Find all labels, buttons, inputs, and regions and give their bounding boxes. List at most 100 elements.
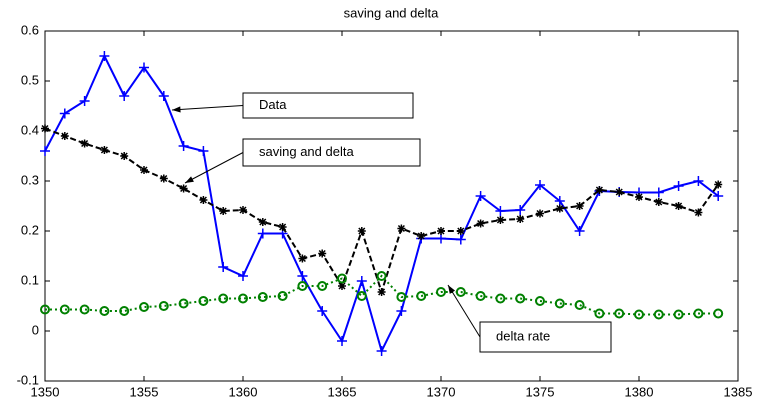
marker	[673, 309, 684, 320]
annotation-box	[479, 321, 612, 353]
annotation-arrowhead	[185, 176, 194, 183]
marker	[654, 198, 663, 206]
marker	[79, 96, 90, 106]
y-tick-label: 0.5	[21, 72, 39, 87]
y-tick-label: -0.1	[17, 372, 39, 387]
marker	[158, 301, 169, 311]
marker	[396, 292, 407, 302]
marker	[140, 166, 148, 174]
annotation-arrowhead	[448, 285, 456, 294]
marker	[456, 227, 465, 235]
marker	[495, 206, 506, 216]
marker	[515, 205, 526, 215]
marker	[119, 306, 130, 316]
marker	[139, 302, 149, 312]
annotation-arrow	[447, 284, 481, 338]
marker	[100, 146, 109, 154]
chart-title: saving and delta	[344, 5, 439, 20]
marker	[317, 281, 328, 291]
marker	[59, 304, 70, 315]
series-line	[45, 274, 719, 316]
x-tick-label: 1360	[229, 384, 258, 399]
annotation-arrowhead	[172, 106, 181, 113]
marker	[475, 291, 486, 301]
annotation: delta rate	[447, 284, 612, 353]
marker	[158, 91, 169, 101]
annotation-box	[242, 138, 421, 167]
marker	[198, 296, 209, 306]
marker	[713, 308, 724, 319]
marker	[376, 271, 387, 281]
x-tick-label: 1365	[328, 384, 357, 399]
annotation-arrow	[184, 152, 244, 184]
marker	[258, 218, 267, 226]
series	[40, 271, 724, 320]
marker	[653, 309, 664, 320]
marker	[614, 308, 625, 319]
annotation-arrow	[171, 105, 244, 111]
marker	[318, 249, 327, 258]
annotation-text: Data	[259, 97, 287, 112]
marker	[60, 132, 69, 140]
marker	[595, 186, 604, 194]
x-tick-label: 1350	[31, 384, 60, 399]
marker	[218, 262, 229, 272]
marker	[693, 308, 704, 319]
marker	[714, 180, 723, 189]
marker	[298, 254, 307, 263]
marker	[437, 227, 445, 235]
marker	[139, 62, 149, 73]
marker	[356, 276, 367, 286]
marker	[40, 146, 50, 156]
marker	[693, 176, 704, 186]
marker	[673, 181, 684, 191]
marker	[376, 346, 387, 356]
marker	[713, 191, 724, 201]
marker	[496, 216, 505, 224]
marker	[476, 219, 485, 228]
y-tick-label: 0.6	[21, 22, 39, 37]
marker	[417, 232, 426, 240]
marker	[495, 293, 506, 304]
marker	[257, 228, 268, 239]
marker	[80, 139, 89, 148]
x-tick-label: 1380	[625, 384, 654, 399]
marker	[199, 196, 208, 204]
marker	[515, 293, 526, 304]
annotation: Data	[171, 92, 414, 119]
marker	[594, 308, 605, 319]
marker	[278, 223, 287, 231]
y-tick-label: 0.2	[21, 222, 39, 237]
marker	[297, 271, 308, 281]
marker	[436, 287, 446, 297]
marker	[198, 146, 209, 156]
marker	[575, 202, 584, 210]
marker	[396, 306, 407, 316]
marker	[317, 306, 328, 316]
marker	[475, 191, 486, 201]
marker	[535, 180, 545, 190]
marker	[218, 293, 229, 304]
marker	[337, 273, 347, 284]
marker	[555, 204, 564, 213]
marker	[653, 187, 664, 198]
y-tick-label: 0.4	[21, 122, 39, 137]
marker	[416, 291, 427, 301]
annotation: saving and delta	[184, 138, 421, 184]
marker	[99, 51, 110, 61]
marker	[239, 206, 247, 214]
y-tick-label: 0.1	[21, 272, 39, 287]
marker	[219, 207, 228, 215]
marker	[574, 300, 585, 310]
marker	[516, 215, 525, 223]
marker	[377, 288, 386, 296]
plot-frame	[44, 30, 739, 382]
marker	[159, 174, 168, 183]
y-tick-label: 0.3	[21, 172, 39, 187]
annotation-text: saving and delta	[259, 144, 354, 159]
y-tick-label: 0	[32, 322, 39, 337]
marker	[238, 271, 248, 281]
marker	[674, 202, 683, 210]
marker	[79, 304, 90, 315]
